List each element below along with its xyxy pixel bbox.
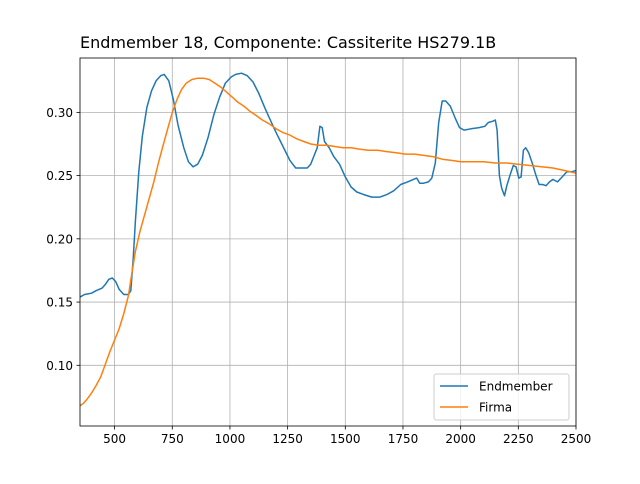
- chart-title: Endmember 18, Componente: Cassiterite HS…: [80, 33, 497, 52]
- plot-frame: [79, 57, 577, 427]
- y-tick-label: 0.10: [46, 359, 73, 373]
- axis-ticks: 500 750 1000 1250 1500 1750 2000 2250 2500 0.10 0.…: [46, 106, 591, 446]
- x-tick-label: 2000: [445, 432, 476, 446]
- x-tick-label: 2500: [561, 432, 592, 446]
- x-tick-label: 2250: [503, 432, 534, 446]
- y-tick-label: 0.25: [46, 169, 73, 183]
- series-group: [80, 72, 576, 407]
- series-line-endmember: [80, 72, 576, 298]
- series-line-firma: [80, 77, 576, 407]
- grid-lines: [80, 58, 577, 426]
- y-tick-label: 0.30: [46, 106, 73, 120]
- x-tick-label: 750: [161, 432, 184, 446]
- y-tick-label: 0.20: [46, 232, 73, 246]
- legend-label: Endmember: [479, 380, 553, 394]
- y-tick-label: 0.15: [46, 296, 73, 310]
- x-tick-label: 1000: [215, 432, 246, 446]
- x-tick-label: 1750: [388, 432, 419, 446]
- legend-label: Firma: [479, 401, 512, 415]
- x-tick-label: 500: [103, 432, 126, 446]
- legend: Endmember Firma: [433, 373, 570, 421]
- x-tick-label: 1250: [272, 432, 303, 446]
- x-tick-label: 1500: [330, 432, 361, 446]
